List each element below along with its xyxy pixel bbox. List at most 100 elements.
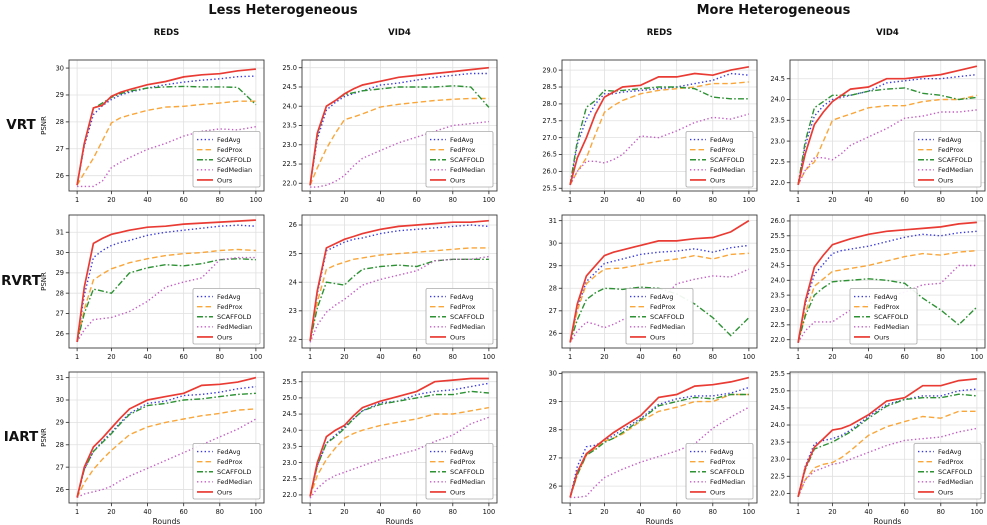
series-line-fedavg [797, 73, 977, 185]
legend-label-scaffold: SCAFFOLD [650, 313, 684, 321]
tick-label-y: 25 [289, 250, 297, 258]
legend: FedAvg FedProx SCAFFOLD FedMedian Ours [849, 288, 918, 345]
tick-label-x: 60 [412, 508, 420, 516]
series-line-scaffold [569, 286, 750, 343]
tick-label-x: 20 [340, 196, 348, 204]
legend-box [913, 443, 982, 500]
legend-label-fedmedian: FedMedian [217, 478, 252, 486]
plot-border [301, 214, 498, 349]
series-line-ours [797, 65, 978, 185]
legend-label-scaffold: SCAFFOLD [710, 468, 744, 476]
legend-box [425, 443, 494, 500]
tick-label-x: 1 [568, 196, 572, 204]
tick-label-x: 80 [449, 196, 457, 204]
tick-label-y: 25.5 [282, 378, 297, 386]
legend-label-fedavg: FedAvg [217, 136, 241, 144]
tick-label-x: 100 [971, 508, 984, 516]
tick-label-x: 100 [743, 196, 756, 204]
series-line-scaffold [309, 390, 489, 497]
legend-label-fedprox: FedProx [217, 458, 243, 466]
legend-label-fedprox: FedProx [874, 303, 900, 311]
legend-label-fedmedian: FedMedian [710, 478, 745, 486]
legend-label-fedprox: FedProx [650, 303, 676, 311]
tick-label-x: 1 [796, 196, 800, 204]
tick-label-x: 1 [568, 353, 572, 361]
tick-label-y: 26 [56, 172, 64, 180]
tick-label-y: 25.0 [282, 394, 297, 402]
tick-label-y: 22.5 [770, 158, 785, 166]
plot-svg: 1 20 40 60 80 100 22.0 22.5 23.0 23.5 24.0 24.5 FedA… [770, 59, 986, 204]
tick-label-y: 24.0 [770, 421, 785, 429]
legend-label-fedavg: FedAvg [710, 448, 734, 456]
tick-label-x: 60 [900, 508, 908, 516]
tick-label-x: 40 [636, 353, 644, 361]
legend-label-scaffold: SCAFFOLD [710, 156, 744, 164]
tick-label-x: 40 [376, 196, 384, 204]
tick-label-y: 31 [56, 374, 64, 382]
legend-label-fedmedian: FedMedian [650, 323, 685, 331]
legend-label-scaffold: SCAFFOLD [450, 156, 484, 164]
column-title-vid4-right: VID4 [876, 28, 899, 38]
tick-label-y: 26 [289, 221, 297, 229]
series-line-fedmedian [797, 427, 978, 498]
chart-vrt-more-vid4: 1 20 40 60 80 100 22.0 22.5 23.0 23.5 24.0 24.5 FedA… [755, 55, 987, 210]
series-line-fedprox [309, 247, 489, 341]
series-line-fedmedian [76, 256, 256, 343]
chart-rvrt-less-reds: 1 20 40 60 80 100 26 27 28 29 30 31 PSNR FedAvg FedPro… [34, 210, 269, 367]
legend-box [425, 288, 494, 345]
legend-label-fedmedian: FedMedian [450, 166, 485, 174]
tick-label-y: 24.0 [770, 277, 785, 285]
legend-label-fedavg: FedAvg [450, 448, 474, 456]
tick-label-x: 40 [864, 353, 872, 361]
series-line-fedprox [569, 393, 749, 498]
row-label-iart: IART [3, 429, 39, 445]
legend-label-fedavg: FedAvg [874, 293, 898, 301]
tick-label-y: 25.0 [770, 387, 785, 395]
legend-label-scaffold: SCAFFOLD [450, 313, 484, 321]
legend-label-fedprox: FedProx [450, 458, 476, 466]
tick-label-y: 28 [549, 426, 557, 434]
tick-label-x: 100 [743, 508, 756, 516]
group-title-less-heterogeneous: Less Heterogeneous [208, 3, 358, 18]
tick-label-y: 27 [56, 463, 64, 471]
tick-label-y: 26.0 [770, 217, 785, 225]
tick-label-x: 100 [743, 353, 756, 361]
tick-label-y: 30 [549, 370, 557, 378]
series-line-scaffold [309, 85, 490, 186]
tick-label-y: 28 [56, 118, 64, 126]
legend-label-ours: Ours [938, 488, 954, 496]
legend-label-fedmedian: FedMedian [450, 323, 485, 331]
tick-label-y: 29 [56, 91, 64, 99]
tick-label-y: 31 [549, 217, 557, 225]
legend-label-scaffold: SCAFFOLD [217, 313, 251, 321]
tick-label-y: 24 [289, 278, 297, 286]
tick-label-x: 80 [216, 508, 224, 516]
series-line-fedprox [797, 94, 978, 186]
legend-box [849, 288, 918, 345]
tick-label-x: 80 [216, 196, 224, 204]
tick-label-x: 1 [796, 353, 800, 361]
tick-label-y: 26 [56, 330, 64, 338]
tick-label-x: 100 [250, 508, 263, 516]
series-line-fedavg [797, 388, 977, 497]
legend-box [192, 131, 261, 188]
series-line-fedmedian [569, 268, 750, 343]
legend-label-ours: Ours [710, 176, 726, 184]
tick-label-x: 1 [75, 508, 79, 516]
series-line-scaffold [309, 258, 489, 341]
tick-label-y: 22.5 [770, 473, 785, 481]
tick-label-y: 23.0 [282, 141, 297, 149]
series-line-fedavg [309, 382, 490, 497]
tick-label-y: 25.5 [770, 370, 785, 378]
series-line-scaffold [797, 393, 977, 497]
legend-label-fedprox: FedProx [450, 303, 476, 311]
tick-label-y: 24.5 [770, 404, 785, 412]
legend-label-scaffold: SCAFFOLD [938, 156, 972, 164]
tick-label-x: 40 [143, 508, 151, 516]
y-axis-label: PSNR [40, 428, 48, 447]
plot-svg: 1 20 40 60 80 100 26 27 28 29 30 31 FedAvg FedProx SCA… [549, 214, 758, 361]
plot-border [789, 59, 986, 192]
legend: FedAvg FedProx SCAFFOLD FedMedian Ours [425, 131, 494, 188]
tick-label-x: 1 [796, 508, 800, 516]
legend-label-ours: Ours [938, 176, 954, 184]
